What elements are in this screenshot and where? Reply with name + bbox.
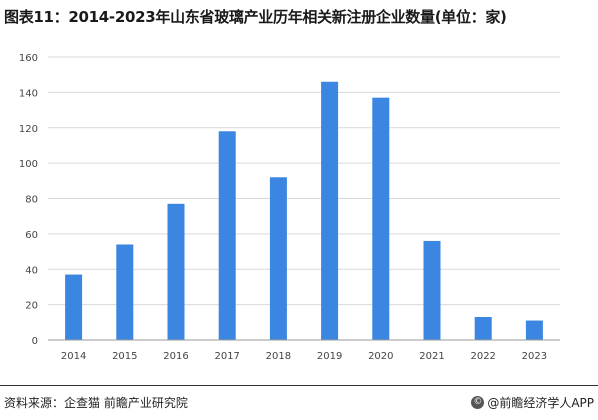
copyright-circle-icon: ©	[471, 396, 485, 409]
brand-watermark: © @前瞻经济学人APP	[471, 394, 594, 411]
source-note: 资料来源：企查猫 前瞻产业研究院	[4, 396, 188, 410]
y-tick-label: 160	[19, 53, 38, 64]
x-tick-label: 2016	[163, 351, 188, 362]
bar-2019	[321, 81, 339, 340]
x-tick-label: 2021	[419, 351, 444, 362]
gridlines	[48, 56, 560, 306]
bars	[65, 81, 543, 341]
x-tick-label: 2020	[368, 351, 393, 362]
bar-2023	[525, 320, 543, 340]
y-tick-label: 80	[25, 195, 38, 206]
y-axis-ticks: 0 20 40 60 80 100 120 140 160	[19, 53, 38, 347]
x-tick-label: 2015	[112, 351, 137, 362]
x-tick-label: 2014	[61, 351, 86, 362]
y-tick-label: 100	[19, 159, 38, 170]
y-tick-label: 140	[19, 88, 38, 99]
bar-2014	[65, 274, 83, 340]
x-tick-label: 2023	[522, 351, 547, 362]
bar-2021	[423, 240, 441, 340]
bar-2017	[218, 131, 236, 340]
footer: 资料来源：企查猫 前瞻产业研究院 © @前瞻经济学人APP	[0, 385, 598, 416]
brand-label: @前瞻经济学人APP	[487, 396, 594, 410]
bar-2020	[372, 97, 390, 341]
x-tick-label: 2019	[317, 351, 342, 362]
y-tick-label: 120	[19, 124, 38, 135]
y-tick-label: 20	[25, 301, 38, 312]
y-tick-label: 40	[25, 265, 38, 276]
x-tick-label: 2017	[214, 351, 239, 362]
bar-2015	[116, 244, 134, 340]
x-axis-ticks: 2014 2015 2016 2017 2018 2019 2020 2021 2022 2023	[61, 351, 547, 362]
y-tick-label: 60	[25, 230, 38, 241]
bar-2018	[269, 177, 287, 340]
bar-2022	[474, 317, 492, 340]
y-tick-label: 0	[32, 336, 38, 347]
x-tick-label: 2022	[470, 351, 495, 362]
chart-title: 图表11：2014-2023年山东省玻璃产业历年相关新注册企业数量(单位：家)	[4, 8, 507, 26]
x-tick-label: 2018	[266, 351, 291, 362]
bar-2016	[167, 203, 185, 340]
